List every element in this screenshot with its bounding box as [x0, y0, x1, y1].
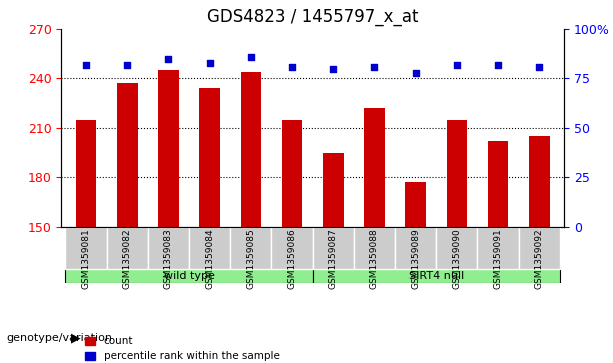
FancyBboxPatch shape	[354, 227, 395, 269]
FancyBboxPatch shape	[272, 227, 313, 269]
Point	[123, 62, 132, 68]
Text: genotype/variation: genotype/variation	[6, 333, 112, 343]
Point	[246, 54, 256, 60]
Text: wild type: wild type	[164, 270, 215, 281]
FancyBboxPatch shape	[436, 227, 478, 269]
FancyBboxPatch shape	[478, 227, 519, 269]
Bar	[117, 83, 137, 227]
Point	[164, 56, 173, 62]
Bar	[76, 120, 96, 227]
FancyBboxPatch shape	[66, 268, 313, 283]
Text: GSM1359088: GSM1359088	[370, 228, 379, 289]
Text: GSM1359082: GSM1359082	[123, 228, 132, 289]
Text: GSM1359090: GSM1359090	[452, 228, 462, 289]
FancyBboxPatch shape	[313, 227, 354, 269]
Text: GSM1359089: GSM1359089	[411, 228, 420, 289]
Bar	[529, 136, 549, 227]
FancyBboxPatch shape	[107, 227, 148, 269]
Bar	[282, 120, 302, 227]
Text: GSM1359084: GSM1359084	[205, 228, 214, 289]
Point	[205, 60, 215, 66]
Bar	[199, 88, 220, 227]
Text: GSM1359086: GSM1359086	[287, 228, 297, 289]
FancyBboxPatch shape	[148, 227, 189, 269]
Point	[411, 70, 421, 76]
Bar	[364, 108, 385, 227]
Text: GSM1359081: GSM1359081	[82, 228, 91, 289]
Legend: count, percentile rank within the sample: count, percentile rank within the sample	[85, 336, 280, 362]
Point	[370, 64, 379, 69]
Text: GSM1359092: GSM1359092	[535, 228, 544, 289]
Bar	[158, 70, 179, 227]
Text: GSM1359091: GSM1359091	[493, 228, 503, 289]
Point	[535, 64, 544, 69]
Point	[493, 62, 503, 68]
FancyBboxPatch shape	[519, 227, 560, 269]
Point	[287, 64, 297, 69]
Bar	[488, 141, 508, 227]
FancyBboxPatch shape	[189, 227, 230, 269]
Text: SIRT4 null: SIRT4 null	[409, 270, 464, 281]
Bar	[323, 152, 343, 227]
Text: GSM1359085: GSM1359085	[246, 228, 256, 289]
Bar	[405, 182, 426, 227]
FancyBboxPatch shape	[395, 227, 436, 269]
Text: GSM1359087: GSM1359087	[329, 228, 338, 289]
FancyBboxPatch shape	[230, 227, 272, 269]
Bar	[240, 72, 261, 227]
Title: GDS4823 / 1455797_x_at: GDS4823 / 1455797_x_at	[207, 8, 419, 26]
Bar	[446, 120, 467, 227]
Point	[452, 62, 462, 68]
Point	[329, 66, 338, 72]
FancyBboxPatch shape	[66, 227, 107, 269]
FancyBboxPatch shape	[313, 268, 560, 283]
Text: GSM1359083: GSM1359083	[164, 228, 173, 289]
Text: ▶: ▶	[70, 331, 80, 344]
Point	[81, 62, 91, 68]
